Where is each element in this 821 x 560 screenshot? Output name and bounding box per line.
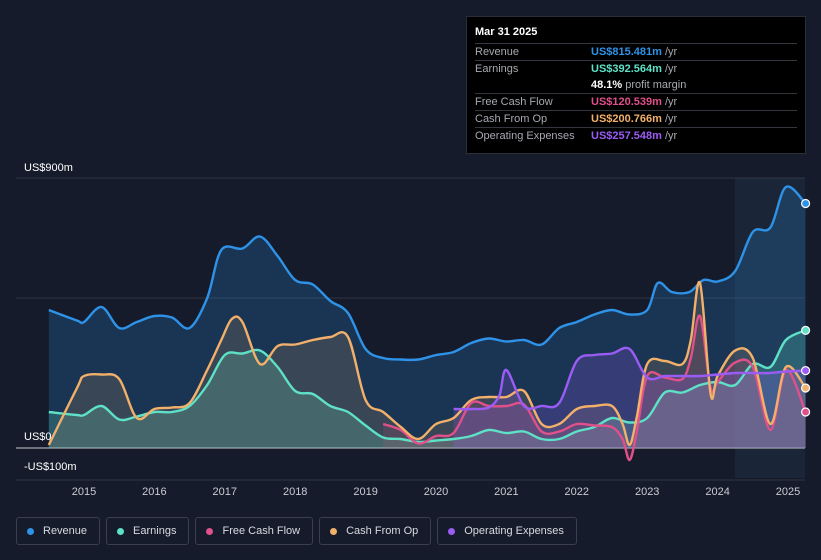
tooltip-row: Cash From Op US$200.766m/yr xyxy=(475,110,797,127)
tooltip-row: Free Cash Flow US$120.539m/yr xyxy=(475,93,797,110)
tooltip-row-value: US$120.539m xyxy=(591,96,662,108)
tooltip-row: Revenue US$815.481m/yr xyxy=(475,43,797,60)
tooltip-row-name: Earnings xyxy=(475,63,519,75)
y-axis-label: -US$100m xyxy=(24,461,77,473)
free-cash-flow-end-dot[interactable] xyxy=(800,407,811,417)
tooltip-row-value: US$392.564m xyxy=(591,63,662,75)
tooltip-row-name: Cash From Op xyxy=(475,113,548,125)
tooltip-row-unit: /yr xyxy=(664,63,678,75)
tooltip-panel: Mar 31 2025 Revenue US$815.481m/yr Earning… xyxy=(466,16,806,154)
tooltip-row-name: Free Cash Flow xyxy=(475,96,553,108)
tooltip-row-unit: profit margin xyxy=(625,79,687,91)
tooltip-row-value: US$815.481m xyxy=(591,46,662,58)
x-tick-label-2015: 2015 xyxy=(72,486,96,498)
x-tick-label-2016: 2016 xyxy=(142,486,166,498)
legend-item-cash-from-op[interactable]: Cash From Op xyxy=(319,517,432,545)
tooltip-row-unit: /yr xyxy=(664,113,678,125)
legend-label: Earnings xyxy=(133,525,177,537)
tooltip-row-value: US$257.548m xyxy=(591,130,662,142)
tooltip-date: Mar 31 2025 xyxy=(475,26,538,38)
grid-layer xyxy=(16,177,805,481)
legend-label: Operating Expenses xyxy=(464,525,564,537)
cash-from-op-line xyxy=(47,280,807,447)
legend: Revenue Earnings Free Cash Flow Cash From O… xyxy=(16,517,577,545)
x-tick-label-2018: 2018 xyxy=(283,486,307,498)
revenue-end-dot[interactable] xyxy=(800,198,811,209)
tooltip-row-name: Operating Expenses xyxy=(475,130,575,142)
tooltip-rows: Revenue US$815.481m/yr Earnings US$392.564m… xyxy=(475,43,797,144)
x-tick-label-2022: 2022 xyxy=(565,486,589,498)
earnings-end-dot[interactable] xyxy=(800,325,811,335)
y-axis-label: US$0 xyxy=(24,431,52,443)
legend-label: Free Cash Flow xyxy=(222,525,301,537)
tooltip-row-name xyxy=(475,77,591,93)
legend-dot-icon xyxy=(117,527,125,535)
tooltip-row: Operating Expenses US$257.548m/yr xyxy=(475,127,797,144)
legend-dot-icon xyxy=(330,527,338,535)
legend-dot-icon xyxy=(27,527,34,535)
operating-expenses-line xyxy=(453,346,806,411)
legend-dot-icon xyxy=(206,527,214,535)
free-cash-flow-area xyxy=(383,315,806,461)
x-tick-label-2023: 2023 xyxy=(635,486,659,498)
legend-dot-icon xyxy=(448,527,456,535)
tooltip-row-name: Revenue xyxy=(475,46,520,58)
x-tick-label-2020: 2020 xyxy=(424,486,448,498)
cash-from-op-end-dot[interactable] xyxy=(800,383,811,393)
x-tick-label-2021: 2021 xyxy=(494,486,518,498)
x-tick-label-2025: 2025 xyxy=(776,486,800,498)
legend-label: Cash From Op xyxy=(346,525,419,537)
tooltip-row-unit: /yr xyxy=(664,46,678,58)
x-tick-label-2017: 2017 xyxy=(213,486,237,498)
cash-from-op-area xyxy=(48,281,806,448)
legend-label: Revenue xyxy=(43,525,88,537)
series-lines xyxy=(47,185,807,462)
axis-labels: US$900m US$0 -US$100m 2015 2016 2017 2018 2019 2… xyxy=(24,162,800,498)
x-tick-label-2019: 2019 xyxy=(353,486,377,498)
legend-item-earnings[interactable]: Earnings xyxy=(106,517,190,545)
tooltip-row: Earnings US$392.564m/yr xyxy=(475,60,797,77)
tooltip-row-unit: /yr xyxy=(664,130,678,142)
revenue-line xyxy=(48,185,807,362)
legend-item-operating-expenses[interactable]: Operating Expenses xyxy=(437,517,577,545)
legend-item-revenue[interactable]: Revenue xyxy=(16,517,101,545)
tooltip-row: 48.1% profit margin xyxy=(475,77,797,93)
operating-expenses-end-dot[interactable] xyxy=(800,366,811,376)
series-end-dots xyxy=(800,198,811,417)
tooltip-row-unit: /yr xyxy=(664,96,678,108)
revenue-area xyxy=(48,186,806,448)
legend-item-free-cash-flow[interactable]: Free Cash Flow xyxy=(195,517,314,545)
x-tick-label-2024: 2024 xyxy=(705,486,729,498)
tooltip-row-value: 48.1% xyxy=(591,79,623,91)
y-axis-label: US$900m xyxy=(24,162,73,174)
tooltip-row-value: US$200.766m xyxy=(591,113,662,125)
